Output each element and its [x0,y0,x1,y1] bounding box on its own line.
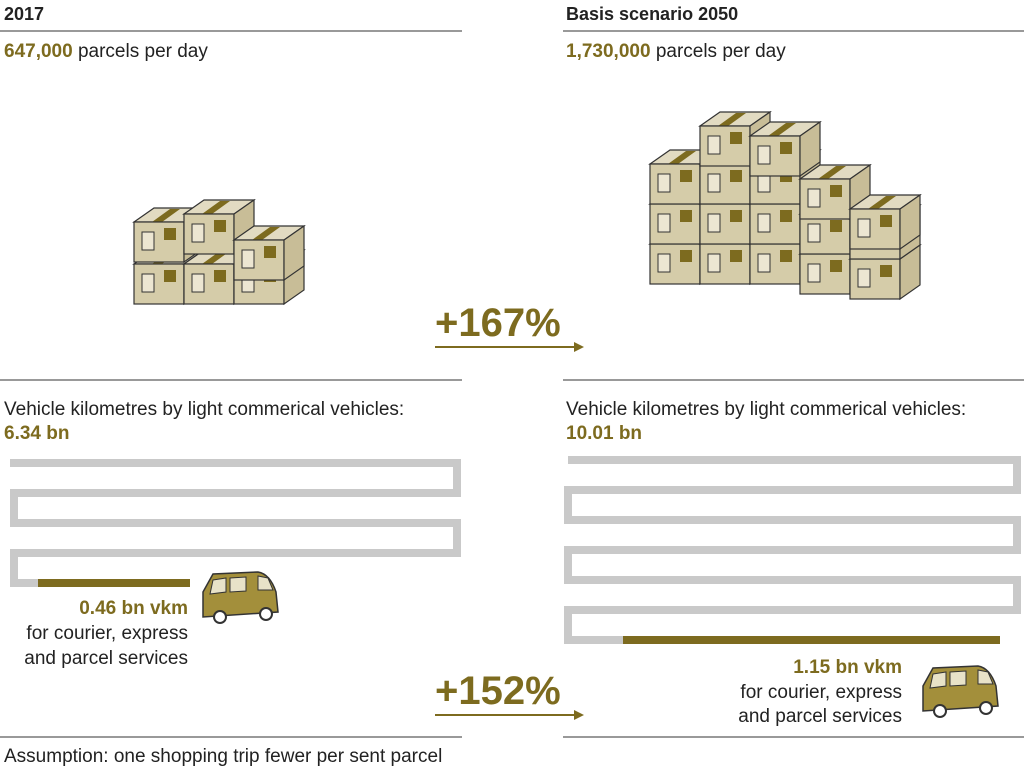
parcel [233,225,305,281]
vkm-total: 6.34 bn [4,423,69,444]
arrow-head [574,710,584,720]
parcel [849,194,921,250]
cep-desc: for courier, express [740,682,902,703]
vkm-label: Vehicle kilometres by light commerical v… [4,399,404,420]
parcel-count: 647,000 parcels per day [4,41,208,62]
parcel-stack [133,199,305,305]
road [564,456,1021,644]
parcel-stack [649,111,921,300]
cep-value: 1.15 bn vkm [793,657,902,678]
parcel-count: 1,730,000 parcels per day [566,41,786,62]
footnote: Assumption: one shopping trip fewer per … [4,746,442,767]
cep-desc: and parcel services [24,648,188,669]
road [10,459,461,587]
cep-value: 0.46 bn vkm [79,598,188,619]
column-title: Basis scenario 2050 [566,4,738,24]
arrow-head [574,342,584,352]
parcel [749,121,821,177]
change-label: +167% [435,301,561,345]
van [202,571,279,624]
cep-desc: and parcel services [738,706,902,727]
vkm-total: 10.01 bn [566,423,642,444]
vkm-label: Vehicle kilometres by light commerical v… [566,399,966,420]
cep-desc: for courier, express [26,623,188,644]
van [922,665,999,718]
change-label: +152% [435,669,561,713]
column-title: 2017 [4,4,44,24]
